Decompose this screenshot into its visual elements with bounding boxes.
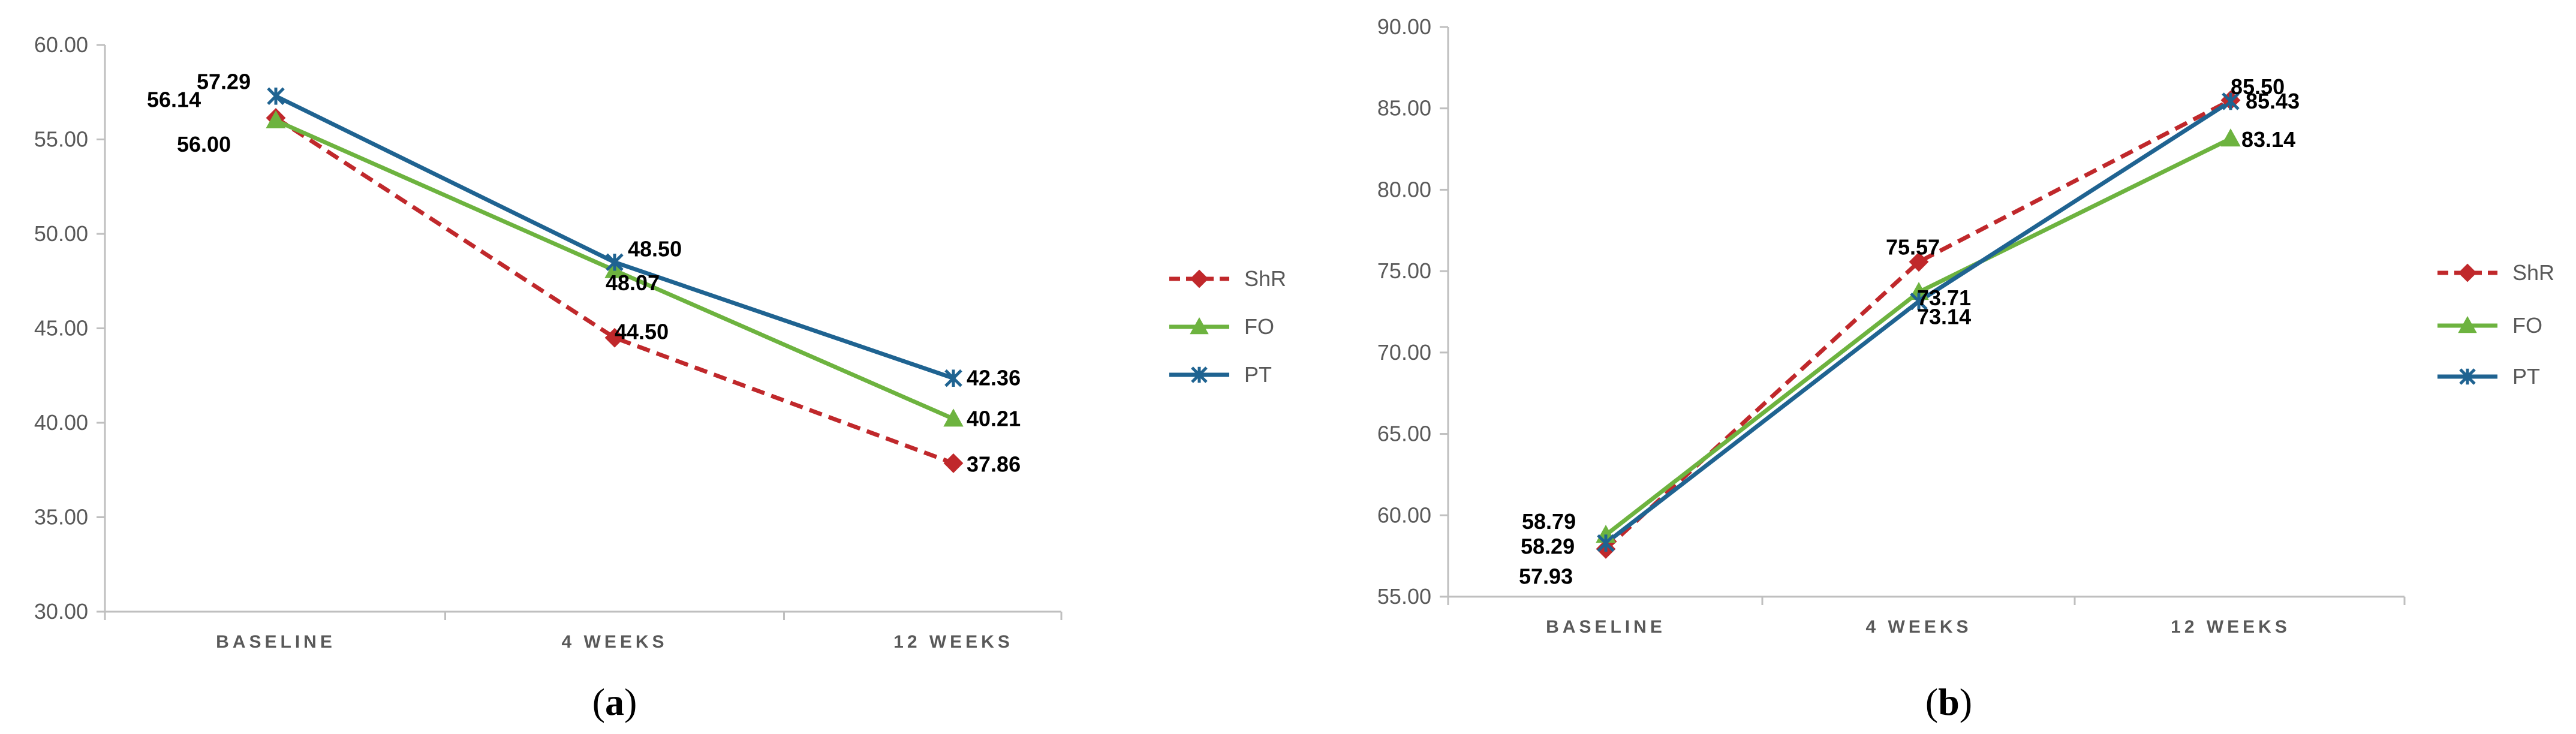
data-label-fo: 48.07	[606, 270, 660, 295]
data-label-fo: 40.21	[967, 406, 1021, 431]
data-point-pt	[606, 253, 624, 272]
data-label-pt: 85.43	[2246, 89, 2300, 113]
data-point-pt	[1597, 534, 1615, 552]
legend-label-pt: PT	[1244, 362, 1272, 387]
legend-label-fo: FO	[1244, 314, 1274, 339]
legend-marker-shr	[2458, 263, 2477, 282]
y-tick-label: 55.00	[34, 127, 88, 152]
data-label-pt: 48.50	[628, 236, 682, 261]
data-label-pt: 42.36	[967, 366, 1021, 390]
data-point-pt	[267, 87, 285, 106]
data-point-fo	[266, 110, 286, 128]
x-tick-label: BASELINE	[1546, 617, 1666, 637]
y-tick-label: 85.00	[1377, 96, 1431, 121]
data-label-fo: 73.71	[1917, 285, 1971, 310]
data-label-fo: 58.79	[1522, 509, 1576, 534]
data-label-fo: 83.14	[2241, 127, 2295, 152]
data-label-shr: 44.50	[615, 319, 669, 344]
y-tick-label: 50.00	[34, 221, 88, 246]
y-tick-label: 75.00	[1377, 258, 1431, 283]
data-label-shr: 57.93	[1519, 564, 1573, 588]
panel-label: (b)	[1925, 681, 1972, 723]
x-tick-label: 12 WEEKS	[2171, 617, 2291, 637]
data-label-shr: 56.14	[147, 88, 201, 112]
panel-label: (a)	[592, 681, 637, 723]
legend-label-pt: PT	[2512, 364, 2540, 389]
data-label-shr: 75.57	[1886, 235, 1940, 260]
y-tick-label: 90.00	[1377, 14, 1431, 39]
data-label-pt: 73.14	[1917, 305, 1971, 329]
y-tick-label: 70.00	[1377, 340, 1431, 365]
series-line-shr	[275, 116, 955, 465]
y-tick-label: 60.00	[34, 32, 88, 57]
x-tick-label: 4 WEEKS	[1865, 617, 1972, 637]
legend-label-shr: ShR	[2512, 260, 2554, 285]
chart-panel-a: 30.00 35.00 40.00 45.00 50.00 55.00 60.00 BASEL…	[34, 32, 1286, 723]
legend-marker-shr	[1190, 269, 1209, 288]
data-point-pt	[944, 369, 962, 387]
x-tick-label: 12 WEEKS	[893, 632, 1013, 652]
y-tick-label: 80.00	[1377, 177, 1431, 201]
data-point-shr	[1909, 252, 1929, 272]
data-label-shr: 85.50	[2231, 74, 2285, 99]
legend-marker-fo	[1190, 317, 1209, 335]
data-point-fo	[2220, 128, 2241, 147]
y-tick-label: 55.00	[1377, 584, 1431, 609]
y-tick-label: 65.00	[1377, 422, 1431, 446]
data-point-fo	[943, 408, 964, 427]
legend-label-fo: FO	[2512, 313, 2542, 338]
series-line-fo	[1604, 137, 2232, 537]
x-tick-label: 4 WEEKS	[561, 632, 667, 652]
y-tick-label: 30.00	[34, 599, 88, 624]
legend-marker-pt	[2459, 368, 2476, 385]
y-tick-label: 40.00	[34, 410, 88, 435]
data-label-fo: 56.00	[177, 132, 231, 157]
legend-label-shr: ShR	[1244, 266, 1286, 291]
legend-marker-fo	[2458, 315, 2477, 333]
y-tick-label: 35.00	[34, 505, 88, 530]
series-line-shr	[1604, 98, 2232, 551]
y-tick-label: 60.00	[1377, 503, 1431, 527]
data-label-pt: 57.29	[197, 69, 251, 94]
x-tick-label: BASELINE	[216, 632, 336, 652]
data-label-pt: 58.29	[1521, 534, 1575, 559]
data-label-shr: 37.86	[967, 452, 1021, 476]
data-point-shr	[604, 327, 625, 348]
chart-panel-b: 55.00 60.00 65.00 70.00 75.00 80.00 85.00 90.00…	[1377, 14, 2554, 723]
data-point-shr	[943, 453, 964, 473]
data-point-pt	[1910, 292, 1928, 311]
legend-marker-pt	[1191, 366, 1208, 383]
data-point-pt	[2222, 92, 2240, 110]
y-tick-label: 45.00	[34, 316, 88, 341]
